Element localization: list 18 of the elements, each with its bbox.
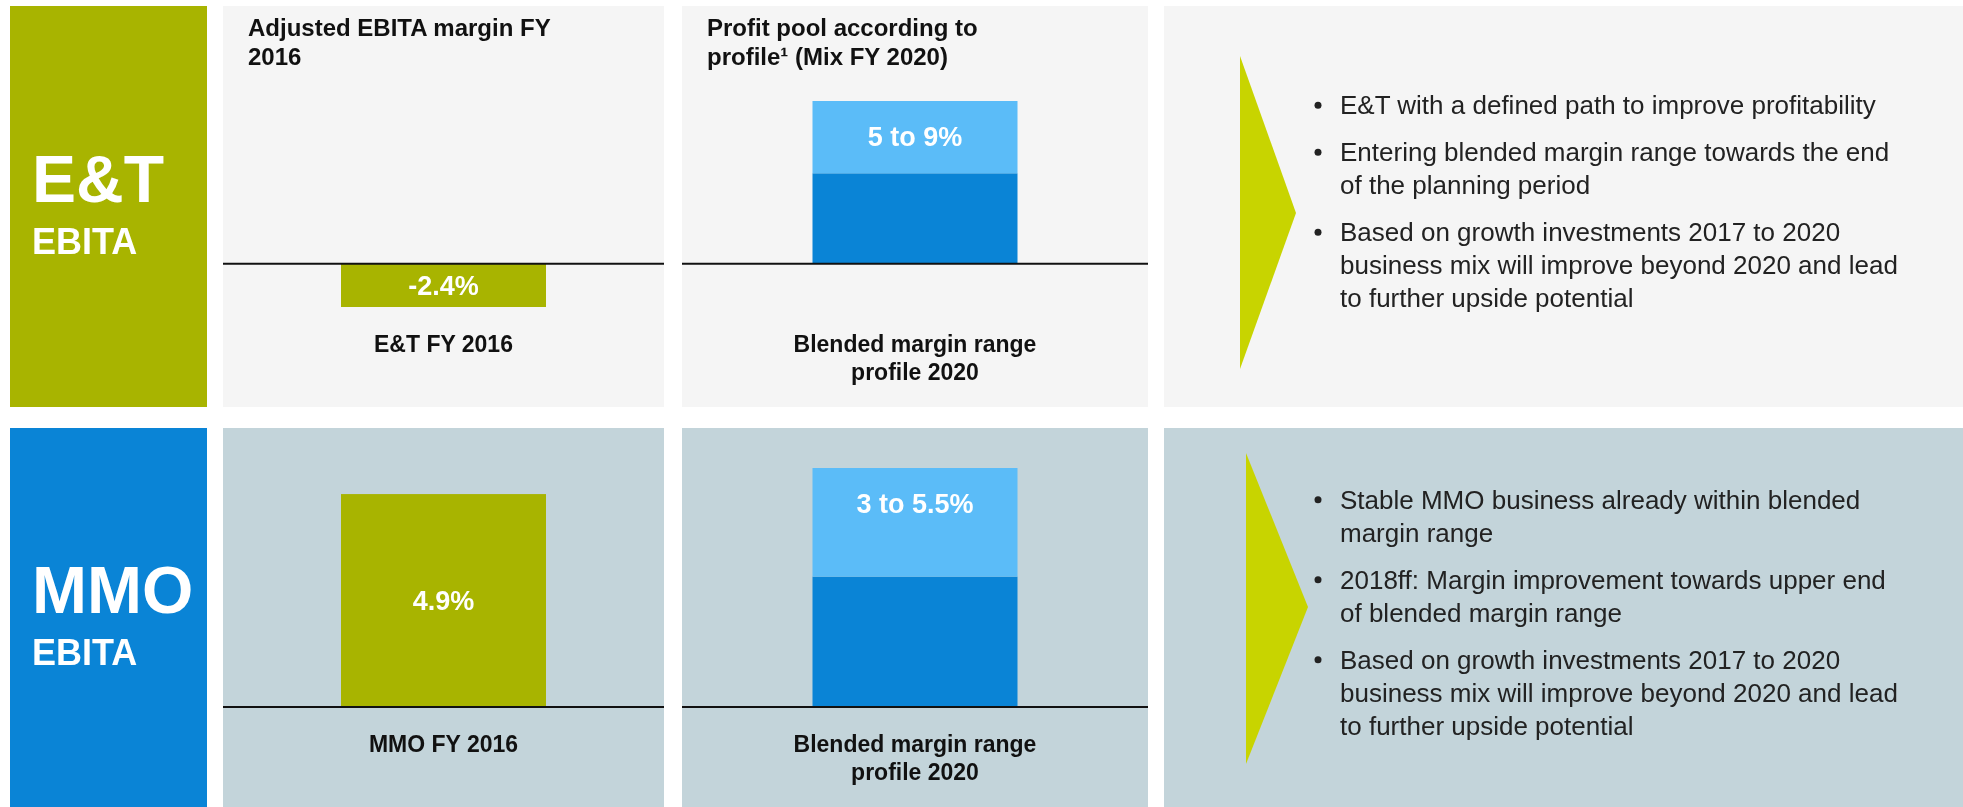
x-tick-label: Blended margin range profile 2020 <box>793 731 1037 785</box>
text: Based on growth investments 2017 to 2020 business mix will improve beyond 2020 and lead to further upside potential <box>1340 217 1898 314</box>
x-tick-label: Blended margin range profile 2020 <box>793 331 1037 385</box>
text: Entering blended margin range towards the end of the planning period <box>1340 137 1890 201</box>
y-axis-title: MMO EBITA <box>32 552 194 673</box>
annotation: 5 to 9% <box>867 122 963 153</box>
y-axis-title: E&T EBITA <box>32 141 164 262</box>
text: Adjusted EBITA margin FY 2016 <box>248 14 551 70</box>
data-label: 4.9% <box>412 585 475 616</box>
text: Profit pool according to profile¹ (Mix FY 2020) <box>707 14 978 70</box>
text: Stable MMO business already within blended margin range <box>1340 484 1861 548</box>
text: E&T with a defined path to improve profitability <box>1340 90 1876 121</box>
text: 2018ff: Margin improvement towards upper end of blended margin range <box>1340 564 1886 628</box>
annotation: 3 to 5.5% <box>856 489 974 520</box>
data-label: -2.4% <box>408 270 479 301</box>
x-tick-label: E&T FY 2016 <box>374 331 513 357</box>
text: Based on growth investments 2017 to 2020 business mix will improve beyond 2020 and lead to further upside potential <box>1340 644 1898 741</box>
x-tick-label: MMO FY 2016 <box>368 731 519 757</box>
